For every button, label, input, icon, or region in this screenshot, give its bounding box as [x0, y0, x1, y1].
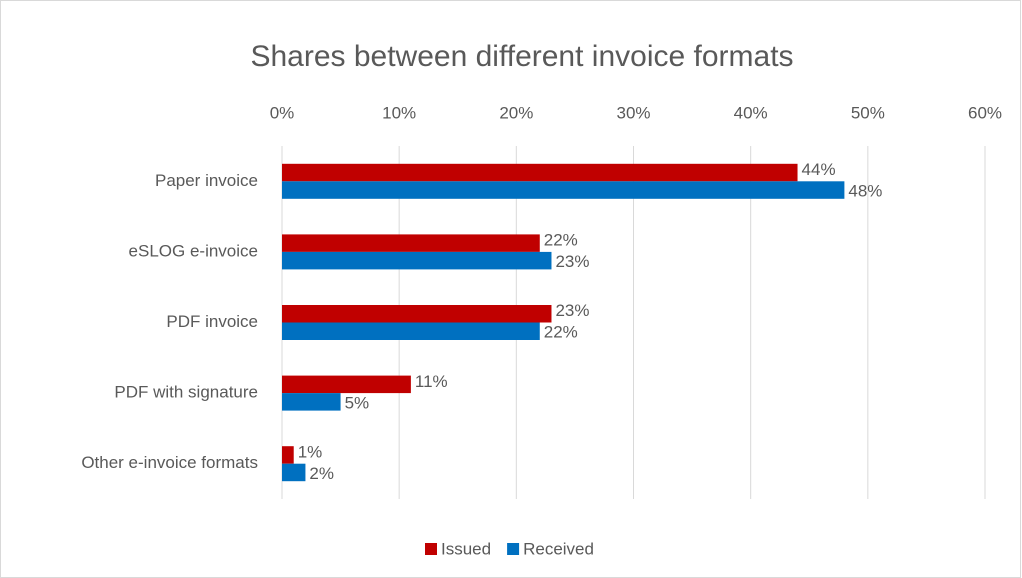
x-tick-label: 20% [499, 103, 533, 122]
x-tick-label: 30% [616, 103, 650, 122]
data-label: 22% [544, 323, 578, 342]
category-label: PDF with signature [114, 383, 258, 402]
bar [282, 446, 294, 464]
data-label: 2% [309, 464, 334, 483]
legend-label: Received [523, 539, 594, 558]
category-label: PDF invoice [166, 312, 258, 331]
data-label: 23% [555, 252, 589, 271]
x-tick-label: 50% [851, 103, 885, 122]
data-label: 11% [415, 372, 448, 391]
bar [282, 463, 306, 482]
legend-swatch [507, 543, 520, 555]
bar [282, 375, 411, 394]
bar [282, 393, 341, 411]
x-tick-label: 0% [270, 103, 295, 122]
legend-label: Issued [441, 539, 491, 558]
bar [282, 322, 540, 340]
bar [282, 181, 845, 199]
category-label: Other e-invoice formats [81, 453, 258, 472]
x-tick-label: 40% [734, 103, 768, 122]
bar [282, 305, 552, 323]
data-label: 23% [555, 301, 589, 320]
legend-swatch [425, 543, 437, 555]
category-label: eSLOG e-invoice [129, 241, 258, 260]
data-label: 22% [544, 231, 578, 250]
category-label: Paper invoice [155, 171, 258, 190]
bar [282, 163, 798, 182]
bar [282, 234, 540, 252]
chart-title: Shares between different invoice formats [250, 40, 793, 73]
data-label: 48% [848, 182, 882, 201]
bar [282, 251, 552, 270]
x-tick-label: 60% [968, 103, 1002, 122]
data-label: 44% [802, 160, 836, 179]
data-label: 5% [345, 393, 370, 412]
x-tick-label: 10% [382, 103, 416, 122]
data-label: 1% [298, 442, 323, 461]
